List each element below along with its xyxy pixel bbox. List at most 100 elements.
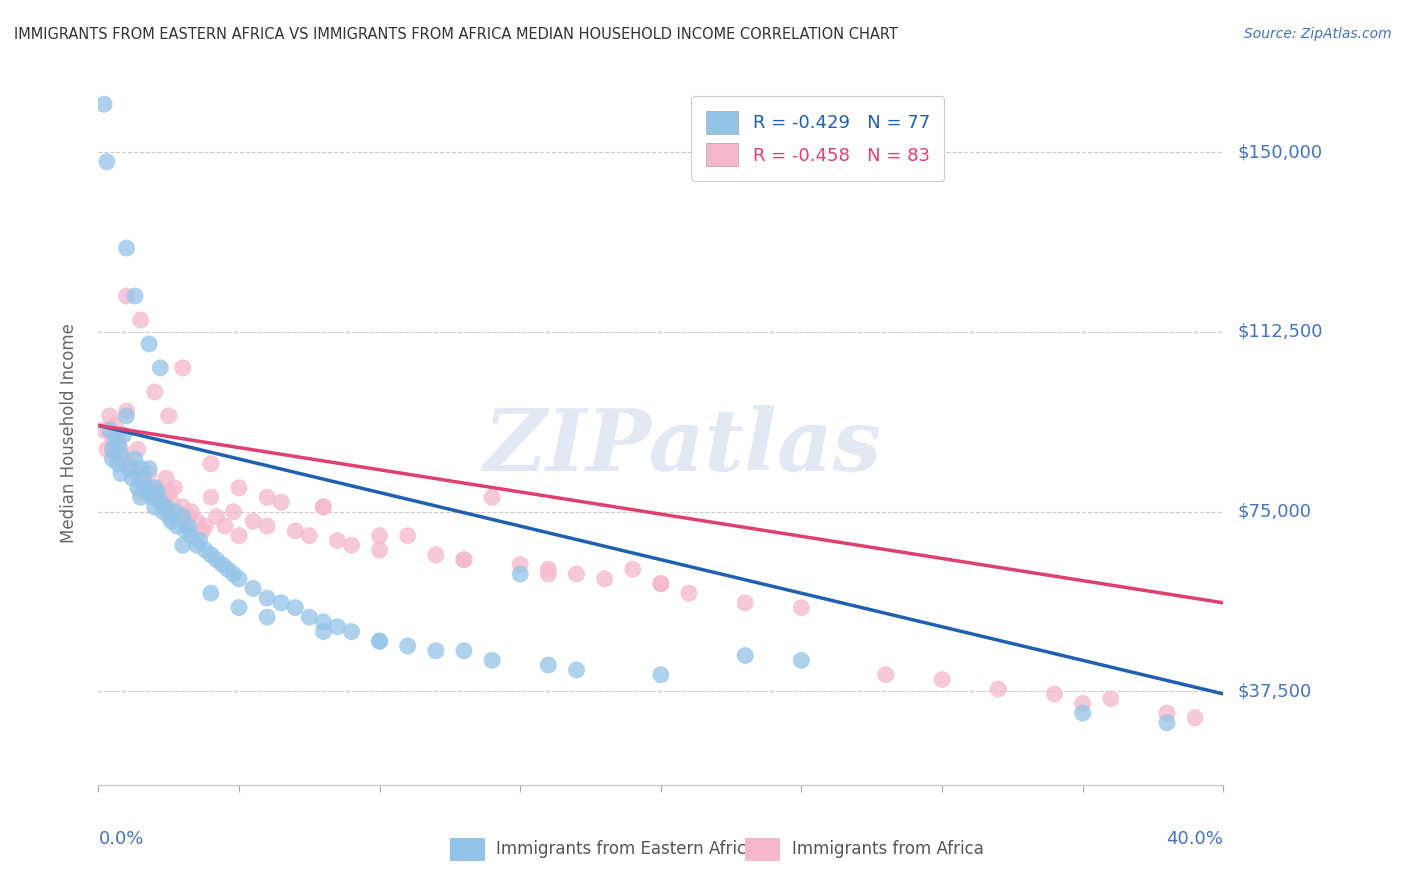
Text: $112,500: $112,500: [1237, 323, 1323, 341]
Point: [135, 481, 157, 495]
Point: [987, 682, 1010, 697]
Point: [621, 562, 644, 576]
Point: [565, 567, 588, 582]
Point: [124, 452, 146, 467]
Point: [110, 442, 132, 457]
Point: [186, 538, 208, 552]
Point: [166, 519, 188, 533]
Point: [143, 500, 166, 514]
Point: [121, 471, 143, 485]
Point: [214, 519, 236, 533]
Point: [186, 514, 208, 528]
Point: [174, 524, 197, 538]
Point: [107, 437, 129, 451]
Point: [146, 485, 169, 500]
Point: [453, 552, 475, 566]
Point: [129, 471, 152, 485]
Point: [138, 461, 160, 475]
Point: [157, 485, 180, 500]
Point: [368, 634, 391, 648]
Point: [1043, 687, 1066, 701]
Point: [107, 457, 129, 471]
Point: [537, 562, 560, 576]
Point: [228, 600, 250, 615]
Point: [115, 409, 138, 423]
Text: Source: ZipAtlas.com: Source: ZipAtlas.com: [1244, 27, 1392, 41]
Point: [127, 442, 149, 457]
Point: [312, 615, 335, 629]
Point: [149, 495, 172, 509]
Point: [270, 596, 292, 610]
Text: $37,500: $37,500: [1237, 682, 1312, 700]
Point: [368, 634, 391, 648]
Point: [734, 596, 756, 610]
Point: [368, 543, 391, 558]
Point: [110, 467, 132, 481]
Point: [931, 673, 953, 687]
Point: [200, 491, 222, 505]
Point: [194, 543, 217, 558]
Text: 0.0%: 0.0%: [98, 830, 143, 847]
Point: [481, 653, 503, 667]
Point: [1156, 706, 1178, 720]
Point: [200, 457, 222, 471]
Point: [650, 576, 672, 591]
Point: [163, 505, 186, 519]
Point: [790, 600, 813, 615]
Point: [143, 491, 166, 505]
Point: [256, 519, 278, 533]
Point: [180, 505, 202, 519]
Point: [790, 653, 813, 667]
Point: [155, 471, 177, 485]
Point: [1071, 697, 1094, 711]
Point: [509, 567, 531, 582]
Text: Immigrants from Eastern Africa: Immigrants from Eastern Africa: [496, 840, 756, 858]
Point: [129, 461, 152, 475]
Point: [160, 514, 183, 528]
Point: [93, 423, 115, 437]
Point: [101, 452, 124, 467]
Point: [217, 562, 239, 576]
Point: [284, 524, 307, 538]
Point: [222, 567, 245, 582]
Legend: R = -0.429   N = 77, R = -0.458   N = 83: R = -0.429 N = 77, R = -0.458 N = 83: [692, 96, 945, 181]
Point: [368, 529, 391, 543]
Point: [188, 533, 211, 548]
Text: IMMIGRANTS FROM EASTERN AFRICA VS IMMIGRANTS FROM AFRICA MEDIAN HOUSEHOLD INCOME: IMMIGRANTS FROM EASTERN AFRICA VS IMMIGR…: [14, 27, 898, 42]
Point: [340, 538, 363, 552]
Point: [163, 481, 186, 495]
Point: [228, 572, 250, 586]
Point: [104, 433, 127, 447]
Point: [177, 509, 200, 524]
Point: [180, 529, 202, 543]
Point: [326, 533, 349, 548]
Point: [93, 97, 115, 112]
Point: [127, 481, 149, 495]
Point: [143, 481, 166, 495]
Point: [425, 548, 447, 562]
Point: [172, 500, 194, 514]
Point: [160, 495, 183, 509]
Point: [172, 360, 194, 375]
Point: [298, 610, 321, 624]
Point: [1071, 706, 1094, 720]
Point: [152, 495, 174, 509]
Text: $150,000: $150,000: [1237, 144, 1323, 161]
Point: [112, 452, 135, 467]
Y-axis label: Median Household Income: Median Household Income: [59, 323, 77, 542]
Point: [98, 409, 121, 423]
Point: [124, 467, 146, 481]
Point: [177, 519, 200, 533]
Text: $75,000: $75,000: [1237, 503, 1312, 521]
Point: [509, 558, 531, 572]
Point: [118, 457, 141, 471]
Point: [129, 491, 152, 505]
Point: [157, 409, 180, 423]
Point: [205, 552, 228, 566]
Point: [1184, 711, 1206, 725]
Point: [875, 667, 897, 681]
Point: [115, 241, 138, 255]
Point: [734, 648, 756, 663]
Point: [104, 418, 127, 433]
Point: [312, 500, 335, 514]
